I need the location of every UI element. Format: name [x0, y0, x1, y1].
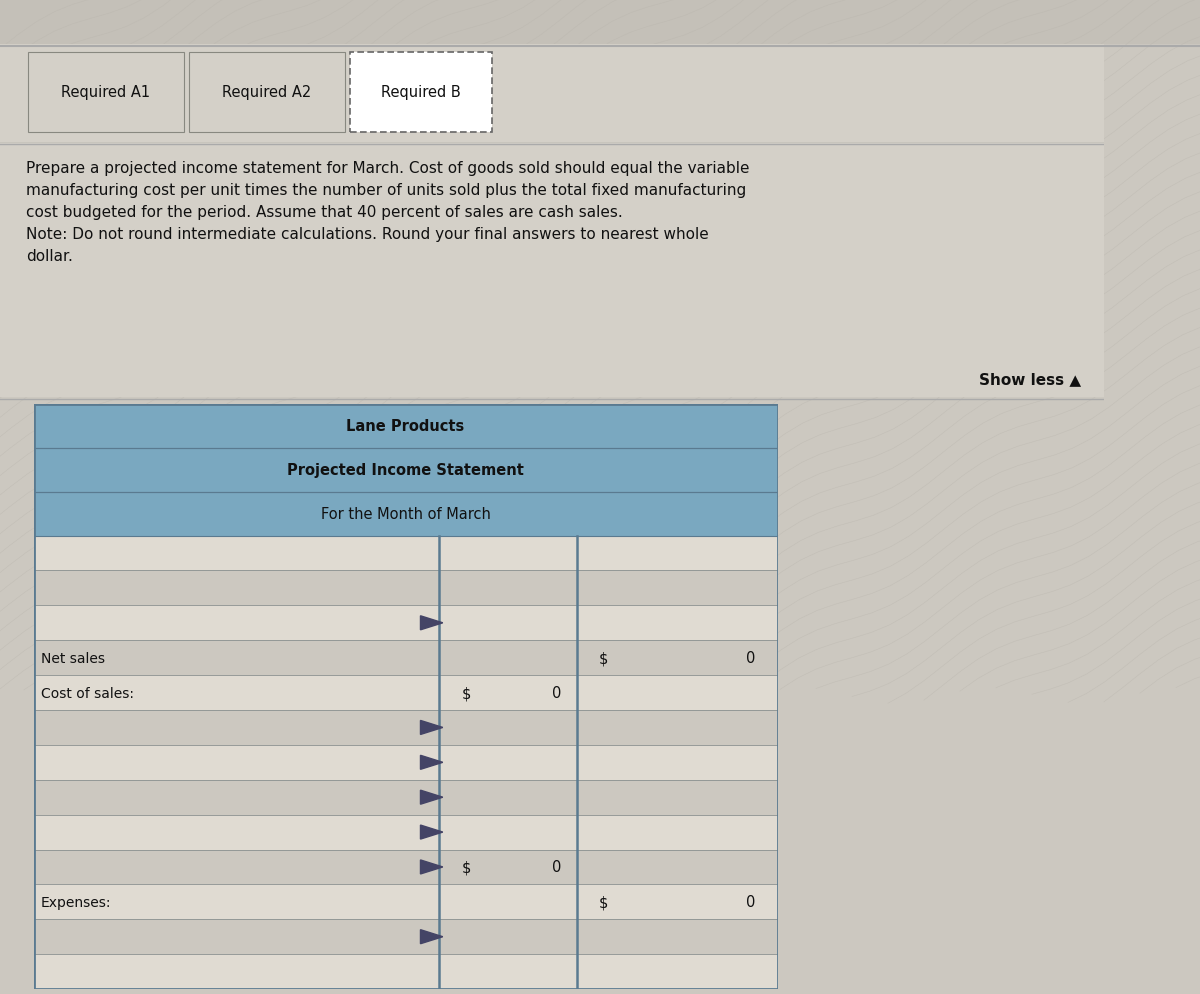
- Bar: [0, 0, 1200, 45]
- Text: Prepare a projected income statement for March. Cost of goods sold should equal : Prepare a projected income statement for…: [25, 160, 749, 264]
- Text: Show less ▲: Show less ▲: [979, 372, 1081, 387]
- Text: 0: 0: [552, 686, 562, 701]
- Text: Required A1: Required A1: [61, 85, 150, 100]
- Bar: [34, 746, 778, 780]
- Text: 0: 0: [746, 650, 755, 666]
- Bar: [34, 605, 778, 640]
- Bar: [34, 640, 778, 676]
- Bar: [34, 571, 778, 605]
- Bar: [34, 815, 778, 850]
- Text: Projected Income Statement: Projected Income Statement: [287, 463, 524, 478]
- Text: For the Month of March: For the Month of March: [320, 507, 491, 522]
- Bar: [34, 850, 778, 885]
- Text: Net sales: Net sales: [41, 651, 106, 665]
- Polygon shape: [420, 860, 443, 874]
- Bar: [34, 954, 778, 989]
- Bar: [34, 536, 778, 571]
- Polygon shape: [420, 616, 443, 630]
- Text: $: $: [599, 650, 608, 666]
- Text: Lane Products: Lane Products: [347, 419, 464, 434]
- Text: 0: 0: [746, 895, 755, 910]
- Polygon shape: [420, 790, 443, 804]
- Bar: [349, 53, 492, 132]
- Bar: [34, 492, 778, 536]
- Polygon shape: [420, 721, 443, 735]
- Polygon shape: [420, 755, 443, 769]
- Polygon shape: [420, 929, 443, 943]
- Text: $: $: [462, 860, 470, 875]
- Bar: [28, 53, 184, 132]
- Bar: [34, 711, 778, 746]
- Bar: [34, 448, 778, 492]
- Bar: [34, 885, 778, 919]
- Bar: [34, 405, 778, 448]
- Bar: [34, 780, 778, 815]
- Bar: [34, 676, 778, 711]
- Text: Required B: Required B: [382, 85, 461, 100]
- Bar: [0, 45, 1104, 398]
- Polygon shape: [420, 825, 443, 839]
- Text: Expenses:: Expenses:: [41, 895, 112, 909]
- Text: $: $: [599, 895, 608, 910]
- Bar: [34, 919, 778, 954]
- Text: $: $: [462, 686, 470, 701]
- Bar: [188, 53, 346, 132]
- Text: 0: 0: [552, 860, 562, 875]
- Text: Required A2: Required A2: [222, 85, 312, 100]
- Text: Cost of sales:: Cost of sales:: [41, 686, 134, 700]
